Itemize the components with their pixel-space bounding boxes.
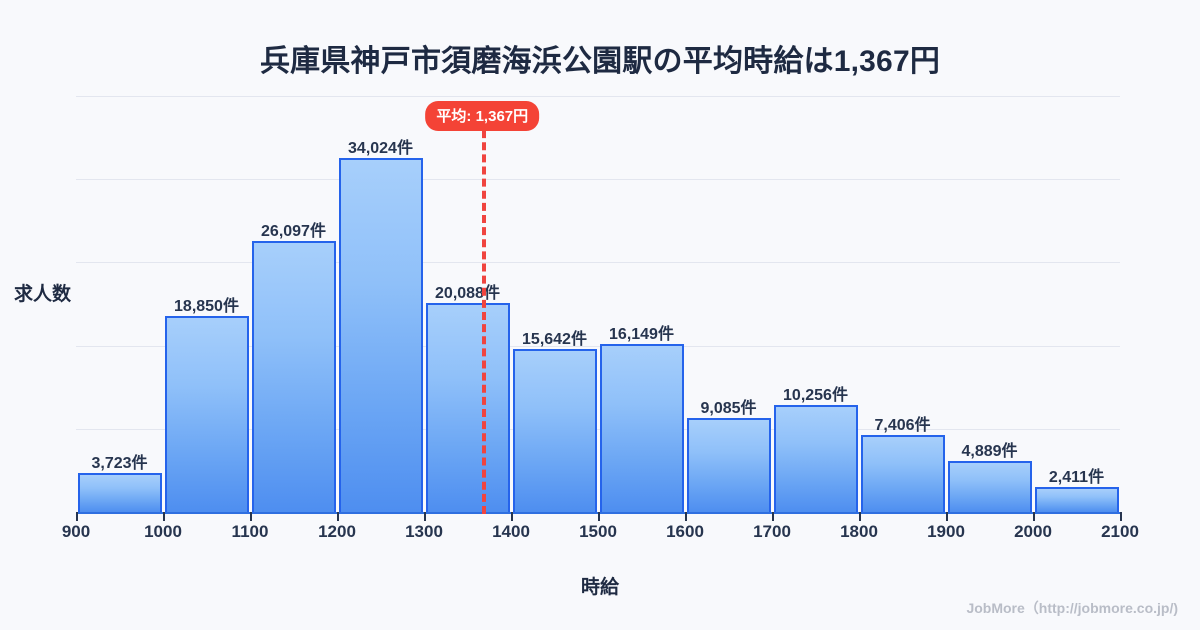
x-tick-label: 1600 (666, 522, 704, 541)
bar (512, 349, 597, 512)
bar (686, 417, 771, 512)
average-badge: 平均: 1,367円 (425, 101, 540, 131)
x-tick-label: 1800 (840, 522, 878, 541)
x-tick-label: 1100 (231, 522, 269, 541)
x-tick-label: 1300 (405, 522, 443, 541)
bar-value-label: 15,642件 (522, 331, 587, 349)
x-tick-label: 2100 (1101, 522, 1139, 541)
bar (773, 405, 858, 512)
x-tick-mark (946, 512, 948, 521)
bar (1034, 486, 1119, 512)
bar-value-label: 7,406件 (874, 416, 931, 434)
bar-value-label: 3,723件 (91, 455, 148, 473)
bar-value-label: 26,097件 (261, 222, 326, 240)
bar (947, 461, 1032, 512)
average-line (482, 118, 487, 514)
x-tick-label: 2000 (1014, 522, 1052, 541)
x-tick-label: 1900 (927, 522, 965, 541)
x-tick-mark (511, 512, 513, 521)
bar (164, 315, 249, 512)
x-tick-mark (1120, 512, 1122, 521)
chart-title: 兵庫県神戸市須磨海浜公園駅の平均時給は1,367円 (259, 45, 941, 78)
bar (425, 303, 510, 512)
gridline (76, 179, 1120, 181)
x-tick-label: 1700 (753, 522, 791, 541)
watermark: JobMore（http://jobmore.co.jp/) (966, 600, 1178, 616)
gridline (76, 96, 1120, 97)
bar-value-label: 2,411件 (1048, 468, 1105, 486)
bar-value-label: 18,850件 (174, 297, 239, 315)
bar-value-label: 9,085件 (700, 399, 757, 417)
x-tick-label: 1400 (492, 522, 530, 541)
x-tick-label: 1200 (318, 522, 356, 541)
bar (599, 344, 684, 512)
x-tick-mark (859, 512, 861, 521)
bar-value-label: 10,256件 (783, 387, 848, 405)
x-tick-mark (76, 512, 78, 521)
x-tick-mark (1033, 512, 1035, 521)
x-tick-mark (337, 512, 339, 521)
gridline (76, 345, 1120, 347)
bar-value-label: 34,024件 (348, 140, 413, 158)
gridline (76, 262, 1120, 264)
bar (860, 434, 945, 512)
plot-area: 3,723件 18,850件 26,097件 34,024件 20,088件 15,642… (76, 96, 1120, 512)
x-tick-label: 900 (61, 522, 91, 541)
x-axis-title: 時給 (580, 577, 619, 598)
bar (77, 473, 162, 512)
bar (338, 158, 423, 512)
x-tick-mark (163, 512, 165, 521)
y-axis-title: 求人数 (14, 284, 72, 305)
x-tick-mark (772, 512, 774, 521)
bar-value-label: 20,088件 (435, 285, 500, 303)
x-tick-mark (598, 512, 600, 521)
x-tick-mark (250, 512, 252, 521)
x-tick-mark (424, 512, 426, 521)
x-tick-label: 1000 (144, 522, 182, 541)
bar (251, 240, 336, 512)
bar-value-label: 16,149件 (609, 326, 674, 344)
x-tick-label: 1500 (579, 522, 617, 541)
gridline (76, 428, 1120, 430)
x-tick-mark (685, 512, 687, 521)
bar-value-label: 4,889件 (961, 443, 1018, 461)
